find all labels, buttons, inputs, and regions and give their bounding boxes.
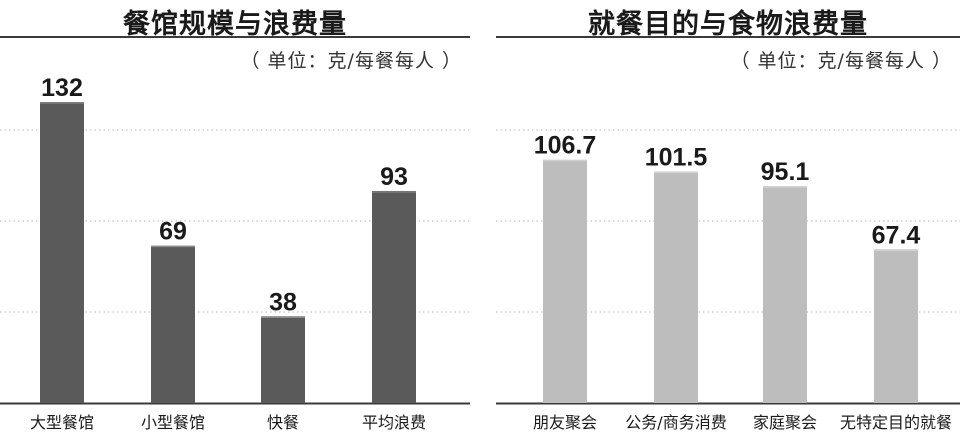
category-label: 朋友聚会 bbox=[533, 413, 597, 432]
category-label: 快餐 bbox=[267, 413, 299, 432]
chart-title: 就餐目的与食物浪费量 bbox=[588, 9, 868, 40]
chart-title: 餐馆规模与浪费量 bbox=[123, 9, 347, 40]
chart-panel-dining-purpose: 就餐目的与食物浪费量 （ 单位：克/每餐每人 ） 106.7 朋友聚会 101.5 公… bbox=[496, 0, 960, 434]
category-label: 公务/商务消费 bbox=[625, 413, 726, 432]
bar bbox=[654, 171, 698, 403]
bar bbox=[40, 102, 84, 403]
data-label: 69 bbox=[159, 218, 187, 246]
unit-label: （ 单位：克/每餐每人 ） bbox=[730, 50, 952, 72]
data-label: 38 bbox=[269, 288, 297, 316]
bar-chart-venue-size: 132 大型餐馆 69 小型餐馆 38 快餐 93 平均浪费 bbox=[0, 74, 470, 432]
data-label: 93 bbox=[380, 163, 408, 191]
title-rule bbox=[496, 36, 960, 38]
bar bbox=[763, 186, 807, 403]
category-label: 平均浪费 bbox=[362, 413, 426, 432]
unit-label: （ 单位：克/每餐每人 ） bbox=[240, 50, 462, 72]
category-label: 大型餐馆 bbox=[30, 413, 94, 432]
data-label: 67.4 bbox=[872, 221, 921, 249]
data-label: 95.1 bbox=[761, 158, 810, 186]
bar bbox=[372, 190, 416, 403]
data-label: 132 bbox=[41, 74, 83, 102]
title-rule bbox=[0, 36, 470, 38]
data-label: 106.7 bbox=[534, 132, 597, 160]
category-label: 无特定目的就餐 bbox=[840, 413, 952, 432]
chart-panel-venue-size: 餐馆规模与浪费量 （ 单位：克/每餐每人 ） 132 大型餐馆 69 小型餐馆 38 快餐… bbox=[0, 0, 470, 434]
bar-chart-dining-purpose: 106.7 朋友聚会 101.5 公务/商务消费 95.1 家庭聚会 67.4 无特定目的就餐 bbox=[496, 129, 960, 432]
category-label: 小型餐馆 bbox=[141, 413, 205, 432]
data-label: 101.5 bbox=[645, 144, 708, 172]
bar bbox=[874, 249, 918, 403]
bar bbox=[543, 159, 587, 403]
category-label: 家庭聚会 bbox=[753, 413, 817, 432]
bar bbox=[261, 316, 305, 403]
bar bbox=[151, 245, 195, 403]
